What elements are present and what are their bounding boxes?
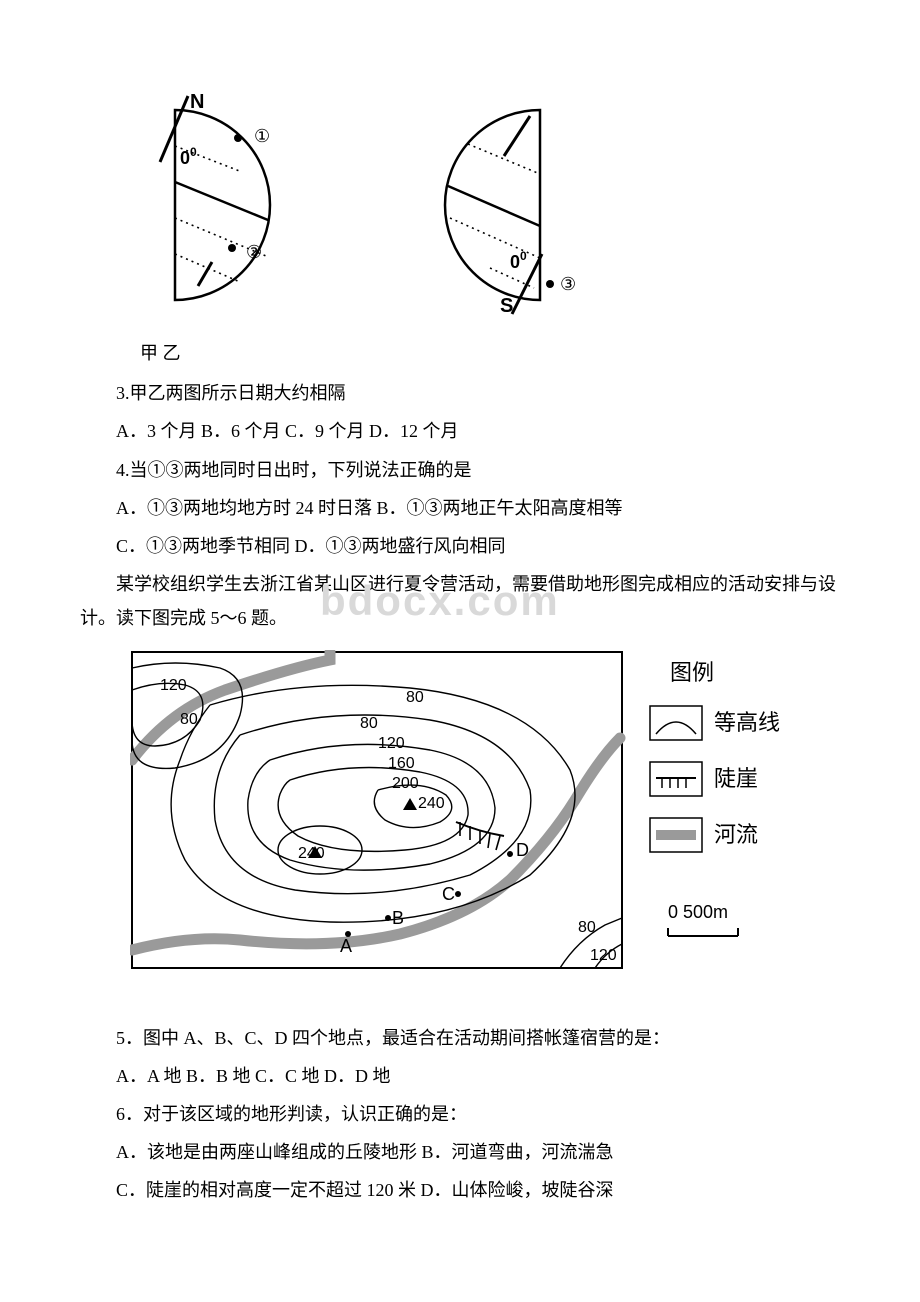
contour-80-top2: 80 xyxy=(360,715,378,732)
point-c: C xyxy=(442,884,455,904)
contour-240-r: 240 xyxy=(418,795,445,812)
contour-160-c: 160 xyxy=(388,755,415,772)
label-p1: ① xyxy=(254,126,270,146)
contour-200-c: 200 xyxy=(392,775,419,792)
point-b: B xyxy=(392,908,404,928)
contour-80-se: 80 xyxy=(578,919,596,936)
contour-120-se: 120 xyxy=(590,947,617,964)
label-s: S xyxy=(500,295,513,317)
label-n: N xyxy=(190,91,204,113)
q5-stem: 5．图中 A、B、C、D 四个地点，最适合在活动期间搭帐篷宿营的是： xyxy=(80,1021,840,1055)
q4-optA: A．①③两地均地方时 24 时日落 B．①③两地正午太阳高度相等 xyxy=(80,491,840,525)
scale-label: 0 500m xyxy=(668,902,728,922)
contour-240-l: 240 xyxy=(298,845,325,862)
q6-optC: C．陡崖的相对高度一定不超过 120 米 D．山体险峻，坡陡谷深 xyxy=(80,1173,840,1207)
label-p3: ③ xyxy=(560,274,576,294)
legend-river: 河流 xyxy=(714,822,758,847)
q6-stem: 6．对于该区域的地形判读，认识正确的是： xyxy=(80,1097,840,1131)
legend-contour: 等高线 xyxy=(714,710,780,735)
contour-80-top: 80 xyxy=(406,689,424,706)
q4-optC: C．①③两地季节相同 D．①③两地盛行风向相同 xyxy=(80,529,840,563)
legend-title: 图例 xyxy=(670,660,714,685)
figure-yi: S 00 ③ xyxy=(400,90,590,320)
contour-120-nw: 120 xyxy=(160,677,187,694)
label-p2: ② xyxy=(246,242,262,262)
point-a: A xyxy=(340,936,352,956)
intro-5-6: 某学校组织学生去浙江省某山区进行夏令营活动，需要借助地形图完成相应的活动安排与设… xyxy=(80,567,840,635)
legend-cliff: 陡崖 xyxy=(714,766,758,791)
label-zero-sup-jia: 0 xyxy=(190,145,197,159)
point-d: D xyxy=(516,840,529,860)
label-zero-jia: 0 xyxy=(180,148,190,168)
contour-120-c: 120 xyxy=(378,735,405,752)
q5-opts: A．A 地 B．B 地 C．C 地 D．D 地 xyxy=(80,1059,840,1093)
contour-80-nw: 80 xyxy=(180,711,198,728)
intro-5-6-text: 某学校组织学生去浙江省某山区进行夏令营活动，需要借助地形图完成相应的活动安排与设… xyxy=(80,574,836,628)
topographic-map: 120 80 80 80 120 160 200 240 240 80 120 … xyxy=(80,650,840,991)
label-zero-yi: 0 xyxy=(510,252,520,272)
q3-stem: 3.甲乙两图所示日期大约相隔 xyxy=(80,376,840,410)
figures-caption: 甲 乙 xyxy=(80,336,840,370)
q3-opts: A．3 个月 B．6 个月 C．9 个月 D．12 个月 xyxy=(80,414,840,448)
q4-stem: 4.当①③两地同时日出时，下列说法正确的是 xyxy=(80,453,840,487)
figure-jia: N 00 ① ② xyxy=(120,90,310,320)
label-zero-sup-yi: 0 xyxy=(520,249,527,263)
hemisphere-figures: N 00 ① ② S 00 ③ xyxy=(80,90,840,320)
q6-optA: A．该地是由两座山峰组成的丘陵地形 B．河道弯曲，河流湍急 xyxy=(80,1135,840,1169)
